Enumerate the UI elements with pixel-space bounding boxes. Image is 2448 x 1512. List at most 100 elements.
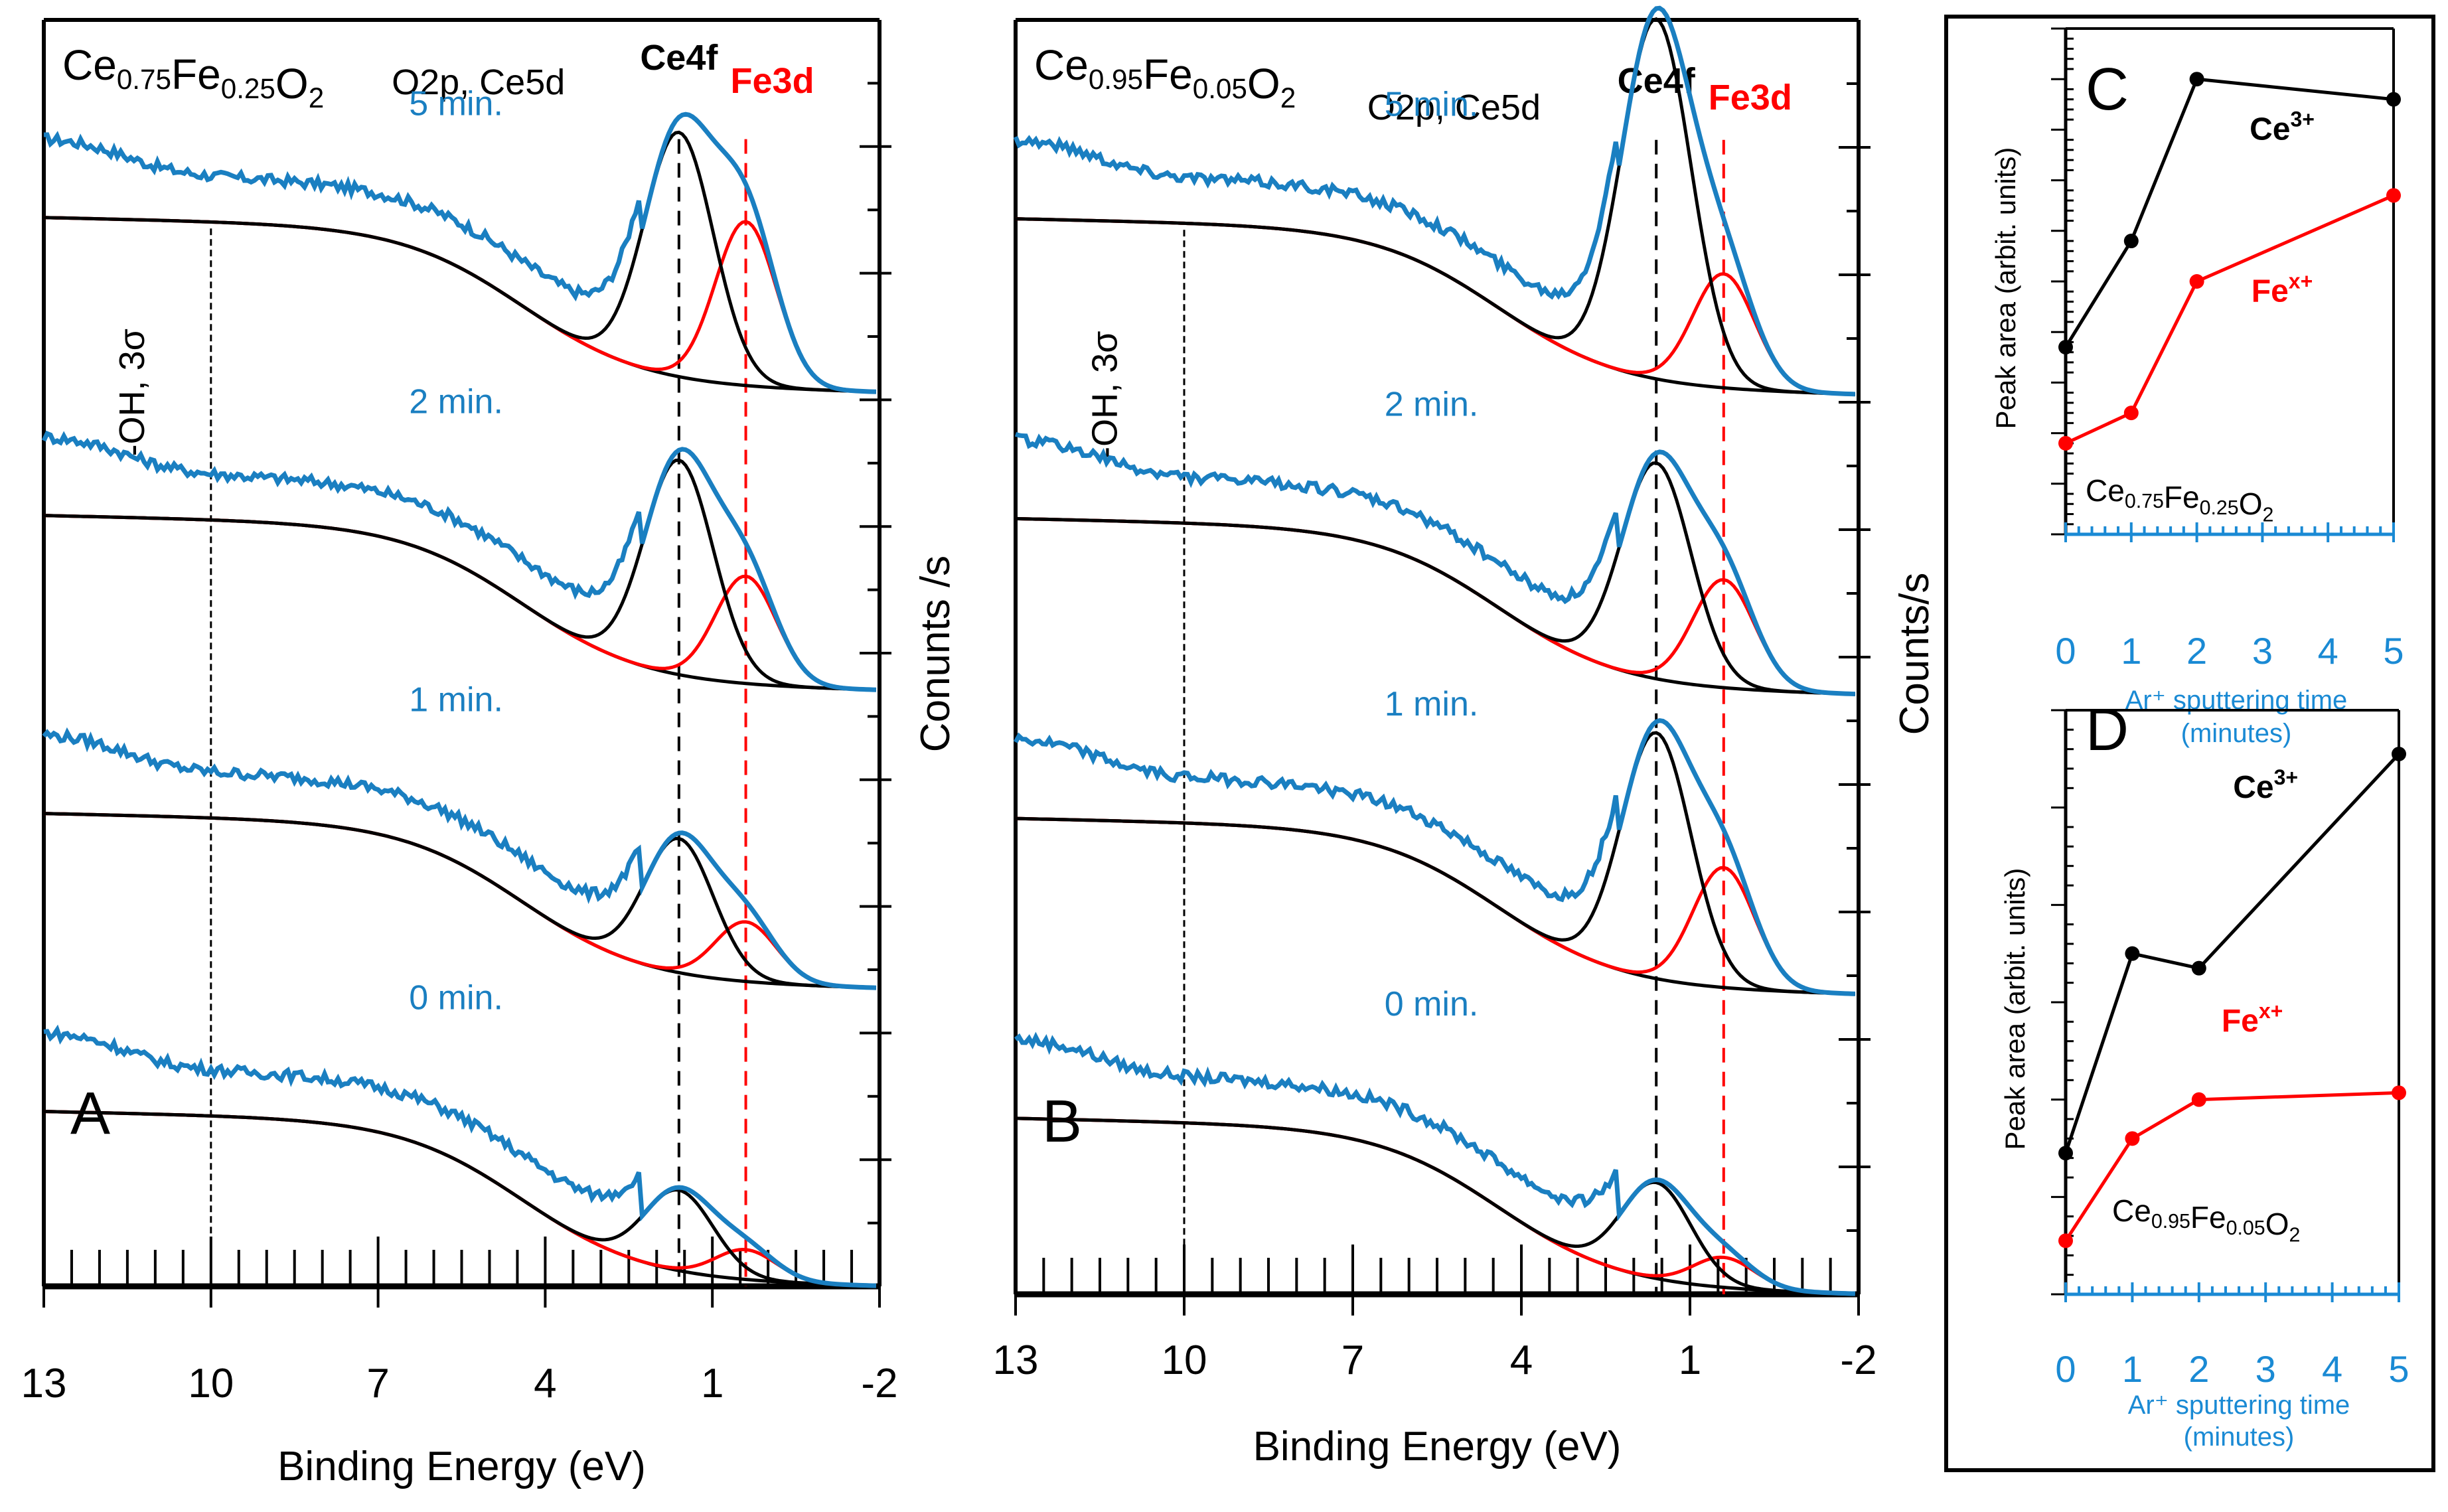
ce4f-fit-line [43,1110,877,1288]
ce4f-fit-line [43,812,877,990]
x-tick-label: 10 [1162,1337,1207,1383]
oh-annotation: -OH, 3σ [1085,331,1124,459]
x-tick-label: 1 [701,1361,724,1406]
ce4f-fit-line [1015,17,1855,396]
data-point [2386,188,2401,203]
background-fit-line [1015,217,1855,396]
panel-d: 0 1 2 3 4 5Ar⁺ sputtering time(minutes)Peak a… [1999,697,2410,1452]
x-tick-label: 7 [366,1361,389,1406]
valence-band-annotation: O2p, Ce5d [1367,88,1541,127]
fe3d-fit-line [43,1110,877,1288]
measured-spectrum-line [43,1024,877,1288]
ce4f-fit-line [1015,1116,1855,1296]
y-axis-label: Peak area (arbit. units) [1999,868,2030,1150]
background-fit-line [43,812,877,990]
spectrum-5-min: 5 min. [43,85,877,394]
x-tick-label: 4 [1510,1337,1533,1383]
data-point [2123,406,2139,421]
fe3d-fit-line [1015,516,1855,696]
series-line [2064,77,2394,348]
x-tick-label: 10 [188,1361,234,1406]
spectrum-label: 5 min. [1385,86,1479,124]
x-tick-label: 2 [2186,630,2207,672]
measured-spectrum-line [1014,431,1856,697]
x-tick-label: 1 [1679,1337,1701,1383]
valence-band-annotation: O2p, Ce5d [392,62,565,102]
background-fit-line [43,1110,877,1288]
sample-formula: Ce0.95Fe0.05O2 [1034,41,1296,113]
x-tick-label: 3 [2252,630,2273,672]
series-line [2064,1091,2400,1242]
data-point [2189,72,2204,87]
y-axis-label: Conunts /s [913,556,958,752]
x-axis-label: Binding Energy (eV) [1253,1424,1622,1470]
series-line [2064,753,2400,1154]
x-tick-label: -2 [861,1361,897,1406]
spectrum-5-min: 5 min. [1013,5,1856,397]
data-point [2189,274,2204,289]
y-axis-label: Counts/s [1892,573,1938,735]
measured-spectrum-line [42,727,877,990]
spectrum-0-min: 0 min. [1014,985,1856,1296]
x-tick-label: 13 [993,1337,1039,1383]
x-tick-label: 3 [2256,1348,2276,1390]
x-tick-label: 1 [2122,1348,2143,1390]
oh-annotation: -OH, 3σ [112,329,152,456]
ce4f-fit-line [43,458,877,692]
data-point [2125,1131,2140,1146]
x-tick-label: 13 [21,1361,67,1406]
spectrum-0-min: 0 min. [43,978,877,1288]
spectrum-label: 2 min. [1385,385,1479,423]
data-point [2386,92,2401,107]
x-tick-label: 2 [2188,1348,2209,1390]
x-tick-label: 7 [1341,1337,1364,1383]
spectrum-label: 5 min. [409,85,503,123]
fe3d-fit-line [1015,1116,1855,1296]
measured-spectrum-line [1013,718,1856,996]
data-point [2058,435,2073,451]
background-fit-line [43,514,877,692]
x-tick-label: 1 [2121,630,2141,672]
data-point [2123,234,2139,249]
measured-spectrum-line [1014,1031,1856,1296]
panel-letter: B [1042,1089,1082,1155]
data-point [2125,946,2140,961]
x-tick-label: 0 [2055,1348,2076,1390]
x-tick-label: 0 [2055,630,2076,672]
x-tick-label: 5 [2383,630,2404,672]
background-fit-line [43,216,877,394]
spectrum-2-min: 2 min. [41,383,877,692]
data-point [2392,747,2406,761]
panel-letter: D [2086,697,2129,763]
series-label: Ce3+ [2233,765,2298,805]
series-fe: Fex+ [2058,188,2401,451]
x-axis-label-unit: (minutes) [2184,1422,2295,1452]
x-tick-label: 4 [2318,630,2338,672]
panel-c: 0 1 2 3 4 5Ar⁺ sputtering time(minutes)Peak a… [1990,27,2404,748]
fe3d-annotation: Fe3d [1709,78,1792,117]
series-line [2064,194,2395,445]
x-tick-label: -2 [1840,1337,1876,1383]
data-point [2058,1233,2073,1248]
spectrum-label: 0 min. [1385,985,1479,1023]
x-tick-label: 4 [534,1361,556,1406]
measured-spectrum-line [41,430,877,692]
sample-formula: Ce0.75Fe0.25O2 [62,41,324,113]
background-fit-line [1015,516,1855,696]
fe3d-fit-line [43,812,877,990]
cd-panel-frame [1944,15,2435,1472]
ce4f-fit-line [43,130,877,394]
data-point [2058,340,2073,355]
x-axis-label: Binding Energy (eV) [277,1444,646,1489]
data-point [2392,1085,2406,1100]
series-label: Fex+ [2252,269,2313,309]
series-fe: Fex+ [2058,999,2406,1248]
spectrum-label: 1 min. [409,681,503,719]
x-axis-label-unit: (minutes) [2181,719,2292,748]
series-ce: Ce3+ [2058,747,2406,1161]
data-point [2191,1092,2206,1107]
series-label: Ce3+ [2250,108,2315,147]
spectrum-1-min: 1 min. [1013,685,1856,996]
spectrum-label: 0 min. [409,978,503,1017]
